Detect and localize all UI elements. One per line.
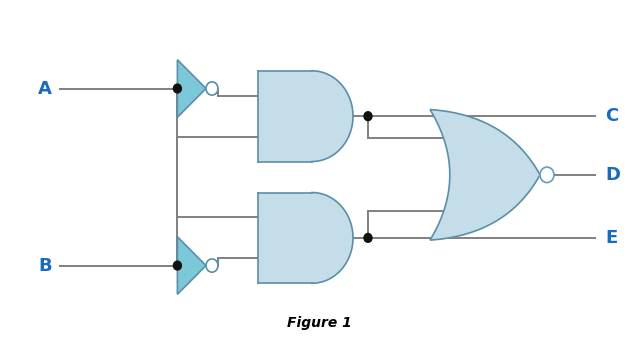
Circle shape: [364, 234, 372, 242]
Polygon shape: [258, 192, 312, 283]
Wedge shape: [312, 71, 353, 162]
Polygon shape: [177, 237, 206, 294]
Text: Figure 1: Figure 1: [286, 316, 352, 330]
Circle shape: [174, 261, 181, 270]
Text: A: A: [38, 80, 52, 97]
Polygon shape: [258, 71, 312, 162]
Text: E: E: [605, 229, 617, 247]
Circle shape: [364, 112, 372, 121]
Text: C: C: [605, 107, 618, 125]
Circle shape: [174, 84, 181, 93]
Circle shape: [206, 259, 218, 272]
Polygon shape: [430, 109, 540, 240]
Circle shape: [540, 167, 554, 182]
Circle shape: [206, 82, 218, 95]
Wedge shape: [312, 192, 353, 283]
Text: B: B: [38, 257, 52, 274]
Text: D: D: [605, 166, 620, 184]
Polygon shape: [177, 60, 206, 117]
